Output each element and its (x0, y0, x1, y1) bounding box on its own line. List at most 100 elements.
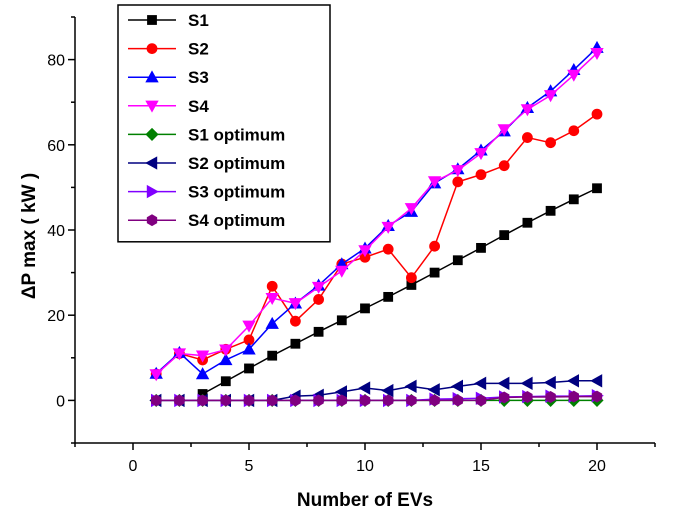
data-point (313, 326, 324, 337)
data-point (451, 165, 465, 178)
data-point (452, 394, 463, 407)
data-point (359, 394, 371, 407)
x-tick-label: 10 (356, 458, 374, 475)
legend-marker (145, 100, 159, 113)
data-point (543, 375, 556, 390)
data-point (427, 383, 440, 397)
data-point (591, 390, 603, 403)
data-point (149, 369, 163, 382)
data-point (568, 390, 579, 403)
data-point (358, 245, 372, 258)
data-point (267, 394, 278, 407)
legend-marker (145, 127, 159, 141)
data-point (590, 48, 604, 61)
data-point (313, 294, 325, 305)
data-point (289, 315, 301, 327)
legend-entry: S4 (128, 97, 209, 116)
legend-marker (146, 43, 158, 54)
legend-marker (146, 184, 159, 199)
data-point (475, 169, 487, 181)
legend-marker (145, 70, 159, 83)
data-point (520, 376, 533, 391)
data-point (336, 394, 347, 407)
data-point (429, 267, 440, 278)
data-point (429, 240, 441, 252)
legend-entry: S2 optimum (128, 154, 285, 173)
data-point (429, 394, 440, 407)
data-point (474, 376, 487, 391)
data-point (381, 221, 395, 234)
data-point (497, 124, 511, 137)
series-s2-optimum (149, 374, 603, 408)
data-point (545, 137, 556, 149)
data-point (290, 394, 301, 407)
data-point (406, 394, 417, 407)
data-point (497, 376, 510, 391)
y-tick-label: 40 (47, 223, 65, 240)
data-point (522, 132, 533, 143)
data-point (498, 160, 510, 172)
data-point (288, 298, 303, 311)
data-point (545, 391, 556, 403)
legend-label: S3 (188, 68, 209, 87)
data-point (405, 272, 417, 284)
data-point (382, 243, 394, 255)
data-point (545, 205, 556, 216)
data-point (476, 242, 486, 253)
plot-area (149, 40, 604, 408)
x-tick-label: 5 (245, 458, 254, 475)
legend-marker (147, 15, 157, 25)
x-tick-label: 0 (129, 458, 138, 475)
data-point (197, 394, 208, 407)
data-point (243, 394, 255, 407)
legend-label: S3 optimum (188, 183, 285, 202)
legend-label: S1 optimum (188, 125, 285, 144)
data-point (335, 265, 349, 278)
data-point (522, 391, 533, 403)
data-point (381, 383, 394, 398)
y-tick-label: 60 (47, 138, 65, 155)
legend-entry: S2 (128, 40, 209, 59)
data-point (195, 350, 210, 363)
axes: 0 5 10 15 20 0 20 40 60 80 (47, 16, 656, 475)
data-point (590, 374, 603, 388)
y-axis-title: ΔP max ( kW ) (19, 173, 40, 299)
y-tick-label: 80 (47, 53, 65, 70)
legend-entry: S3 (128, 68, 209, 87)
data-point (452, 255, 463, 266)
data-point (591, 108, 603, 120)
y-tick-label: 0 (56, 393, 65, 410)
legend-label: S1 (188, 11, 209, 30)
data-point (290, 338, 301, 349)
data-point (474, 148, 488, 161)
data-point (520, 104, 535, 117)
data-point (220, 376, 231, 387)
data-point (195, 367, 210, 380)
series-s4-optimum (151, 390, 603, 407)
data-point (543, 90, 558, 103)
data-point (567, 69, 581, 82)
data-point (174, 394, 185, 407)
data-point (358, 381, 371, 395)
data-point (244, 363, 254, 374)
data-point (450, 379, 464, 394)
data-point (452, 176, 464, 188)
legend-entry: S1 (128, 11, 209, 30)
data-point (267, 350, 278, 361)
data-point (265, 316, 279, 329)
data-point (242, 320, 256, 333)
data-point (475, 394, 487, 407)
data-point (383, 394, 394, 407)
data-point (566, 374, 579, 388)
series-s3-optimum (150, 389, 604, 408)
data-point (592, 183, 602, 194)
data-point (242, 342, 256, 355)
data-point (568, 194, 579, 205)
data-point (219, 344, 233, 357)
legend-entry: S4 optimum (128, 211, 285, 230)
data-point (499, 391, 510, 404)
legend: S1 S2 S3 S4 S1 optimum S2 optimum S3 optimum S4… (117, 4, 331, 243)
data-point (265, 292, 279, 305)
data-point (404, 203, 419, 216)
data-point (404, 379, 417, 394)
